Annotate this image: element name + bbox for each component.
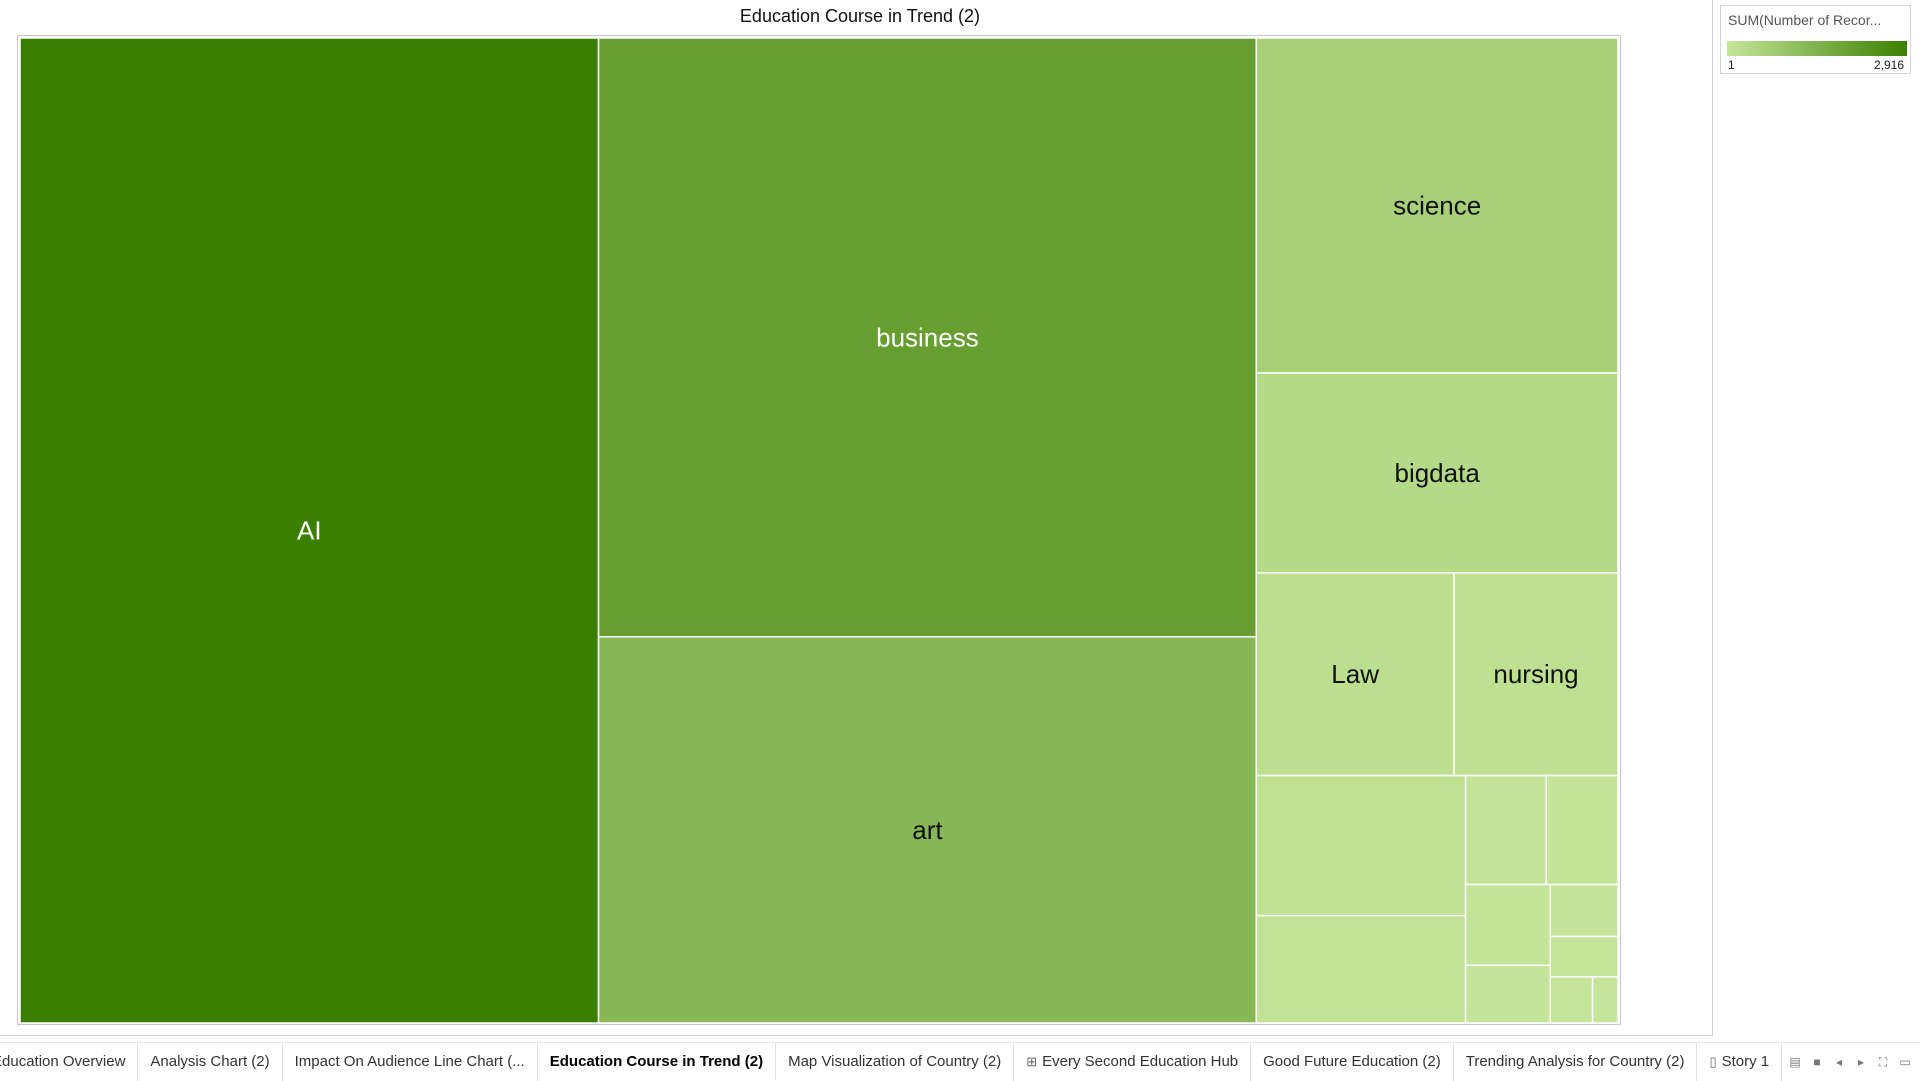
treemap-rect[interactable] (1464, 883, 1552, 967)
sheet-tab[interactable]: Analysis Chart (2) (138, 1043, 283, 1081)
treemap-label: science (1393, 190, 1481, 220)
treemap-cell[interactable] (1464, 883, 1552, 967)
sheet-tab-label: Map Visualization of Country (2) (788, 1053, 1002, 1070)
treemap-label: business (876, 322, 979, 352)
color-legend[interactable]: SUM(Number of Recor... 1 2,916 (1720, 5, 1911, 74)
treemap-cell[interactable] (1549, 883, 1618, 938)
treemap-rect[interactable] (1255, 572, 1455, 777)
treemap-rect[interactable] (1464, 774, 1548, 886)
next-sheet-icon[interactable]: ▸ (1857, 1055, 1865, 1069)
treemap-cell[interactable] (1591, 976, 1618, 1023)
sheet-tab[interactable]: Impact On Audience Line Chart (... (283, 1043, 538, 1081)
sheet-tab[interactable]: Map Visualization of Country (2) (776, 1043, 1015, 1081)
treemap-cell[interactable]: bigdata (1255, 372, 1618, 574)
treemap-rect[interactable] (1549, 976, 1594, 1023)
sheet-tab-label: Trending Analysis for Country (2) (1465, 1053, 1685, 1070)
show-filmstrip-icon[interactable]: ■ (1813, 1055, 1821, 1069)
legend-gradient-bar (1727, 41, 1907, 56)
treemap-cell[interactable]: art (597, 635, 1258, 1023)
treemap-rect[interactable] (1255, 38, 1618, 374)
treemap-rect[interactable] (597, 635, 1258, 1023)
treemap-cell[interactable]: AI (20, 38, 600, 1023)
tab-bar-controls: ▤ ■ ◂ ▸ ⛶ ▭ (1784, 1043, 1916, 1081)
sheet-tab[interactable]: Education Overview (0, 1043, 139, 1081)
sheet-tab-label: Analysis Chart (2) (150, 1053, 270, 1070)
legend-title: SUM(Number of Recor... (1728, 12, 1882, 28)
sheet-tab[interactable]: ▯ Story 1 (1697, 1043, 1783, 1081)
treemap-cell[interactable]: science (1255, 38, 1618, 374)
treemap-cell[interactable]: Law (1255, 572, 1455, 777)
treemap-rect[interactable] (1591, 976, 1618, 1023)
sheet-tab-label: Story 1 (1721, 1053, 1770, 1070)
treemap-rect[interactable] (20, 38, 600, 1023)
dashboard-icon: ⊞ (1026, 1054, 1038, 1069)
treemap-rect[interactable] (1464, 964, 1552, 1023)
legend-min-label: 1 (1728, 58, 1735, 72)
sheet-tab-label: Impact On Audience Line Chart (... (294, 1053, 525, 1070)
treemap-cell[interactable] (1464, 964, 1552, 1023)
treemap-cell[interactable] (1549, 935, 1618, 978)
treemap-cell[interactable] (1549, 976, 1594, 1023)
treemap-label: AI (297, 516, 322, 546)
treemap-cell[interactable] (1464, 774, 1548, 886)
sheet-tab[interactable]: ⊞ Every Second Education Hub (1014, 1043, 1252, 1081)
sheet-tab[interactable]: Education Course in Trend (2) (537, 1043, 777, 1081)
sheet-tab-label: Good Future Education (2) (1263, 1053, 1441, 1070)
treemap-rect[interactable] (1545, 774, 1618, 886)
sheet-tabs: Education Overview Analysis Chart (2) Impa… (0, 1043, 1783, 1081)
story-icon: ▯ (1709, 1054, 1717, 1069)
worksheet: Education Course in Trend (2) AI business… (0, 0, 1713, 1036)
sheet-tab[interactable]: Trending Analysis for Country (2) (1454, 1043, 1698, 1081)
treemap-rect[interactable] (1453, 572, 1618, 777)
treemap-rect[interactable] (1255, 372, 1618, 574)
treemap-label: bigdata (1394, 458, 1480, 488)
treemap-chart[interactable]: AI business art science bigdata Law nursing (20, 38, 1618, 1023)
treemap-label: art (912, 815, 943, 845)
show-sheet-sorter-icon[interactable]: ▤ (1789, 1055, 1801, 1069)
sheet-tab-bar: Education Overview Analysis Chart (2) Impa… (0, 1042, 1920, 1081)
treemap-label: nursing (1493, 659, 1578, 689)
sheet-tab-label: Education Overview (0, 1053, 126, 1070)
fit-icon[interactable]: ⛶ (1878, 1054, 1888, 1069)
chart-title: Education Course in Trend (2) (739, 6, 981, 26)
treemap-cell[interactable]: nursing (1453, 572, 1618, 777)
sheet-tab[interactable]: Good Future Education (2) (1251, 1043, 1454, 1081)
treemap-cell[interactable] (1255, 774, 1467, 917)
presentation-mode-icon[interactable]: ▭ (1899, 1055, 1911, 1069)
treemap-rect[interactable] (1255, 774, 1467, 917)
treemap-label: Law (1331, 659, 1379, 689)
treemap-rect[interactable] (1549, 883, 1618, 938)
sheet-tab-label: Every Second Education Hub (1042, 1053, 1239, 1070)
treemap-rect[interactable] (1549, 935, 1618, 978)
treemap-cell[interactable] (1545, 774, 1618, 886)
sheet-tab-label: Education Course in Trend (2) (549, 1053, 764, 1070)
previous-sheet-icon[interactable]: ◂ (1835, 1055, 1843, 1069)
treemap-cell[interactable] (1255, 914, 1467, 1023)
treemap-cell[interactable]: business (597, 38, 1258, 638)
treemap-rect[interactable] (1255, 914, 1467, 1023)
legend-max-label: 2,916 (1873, 58, 1904, 72)
